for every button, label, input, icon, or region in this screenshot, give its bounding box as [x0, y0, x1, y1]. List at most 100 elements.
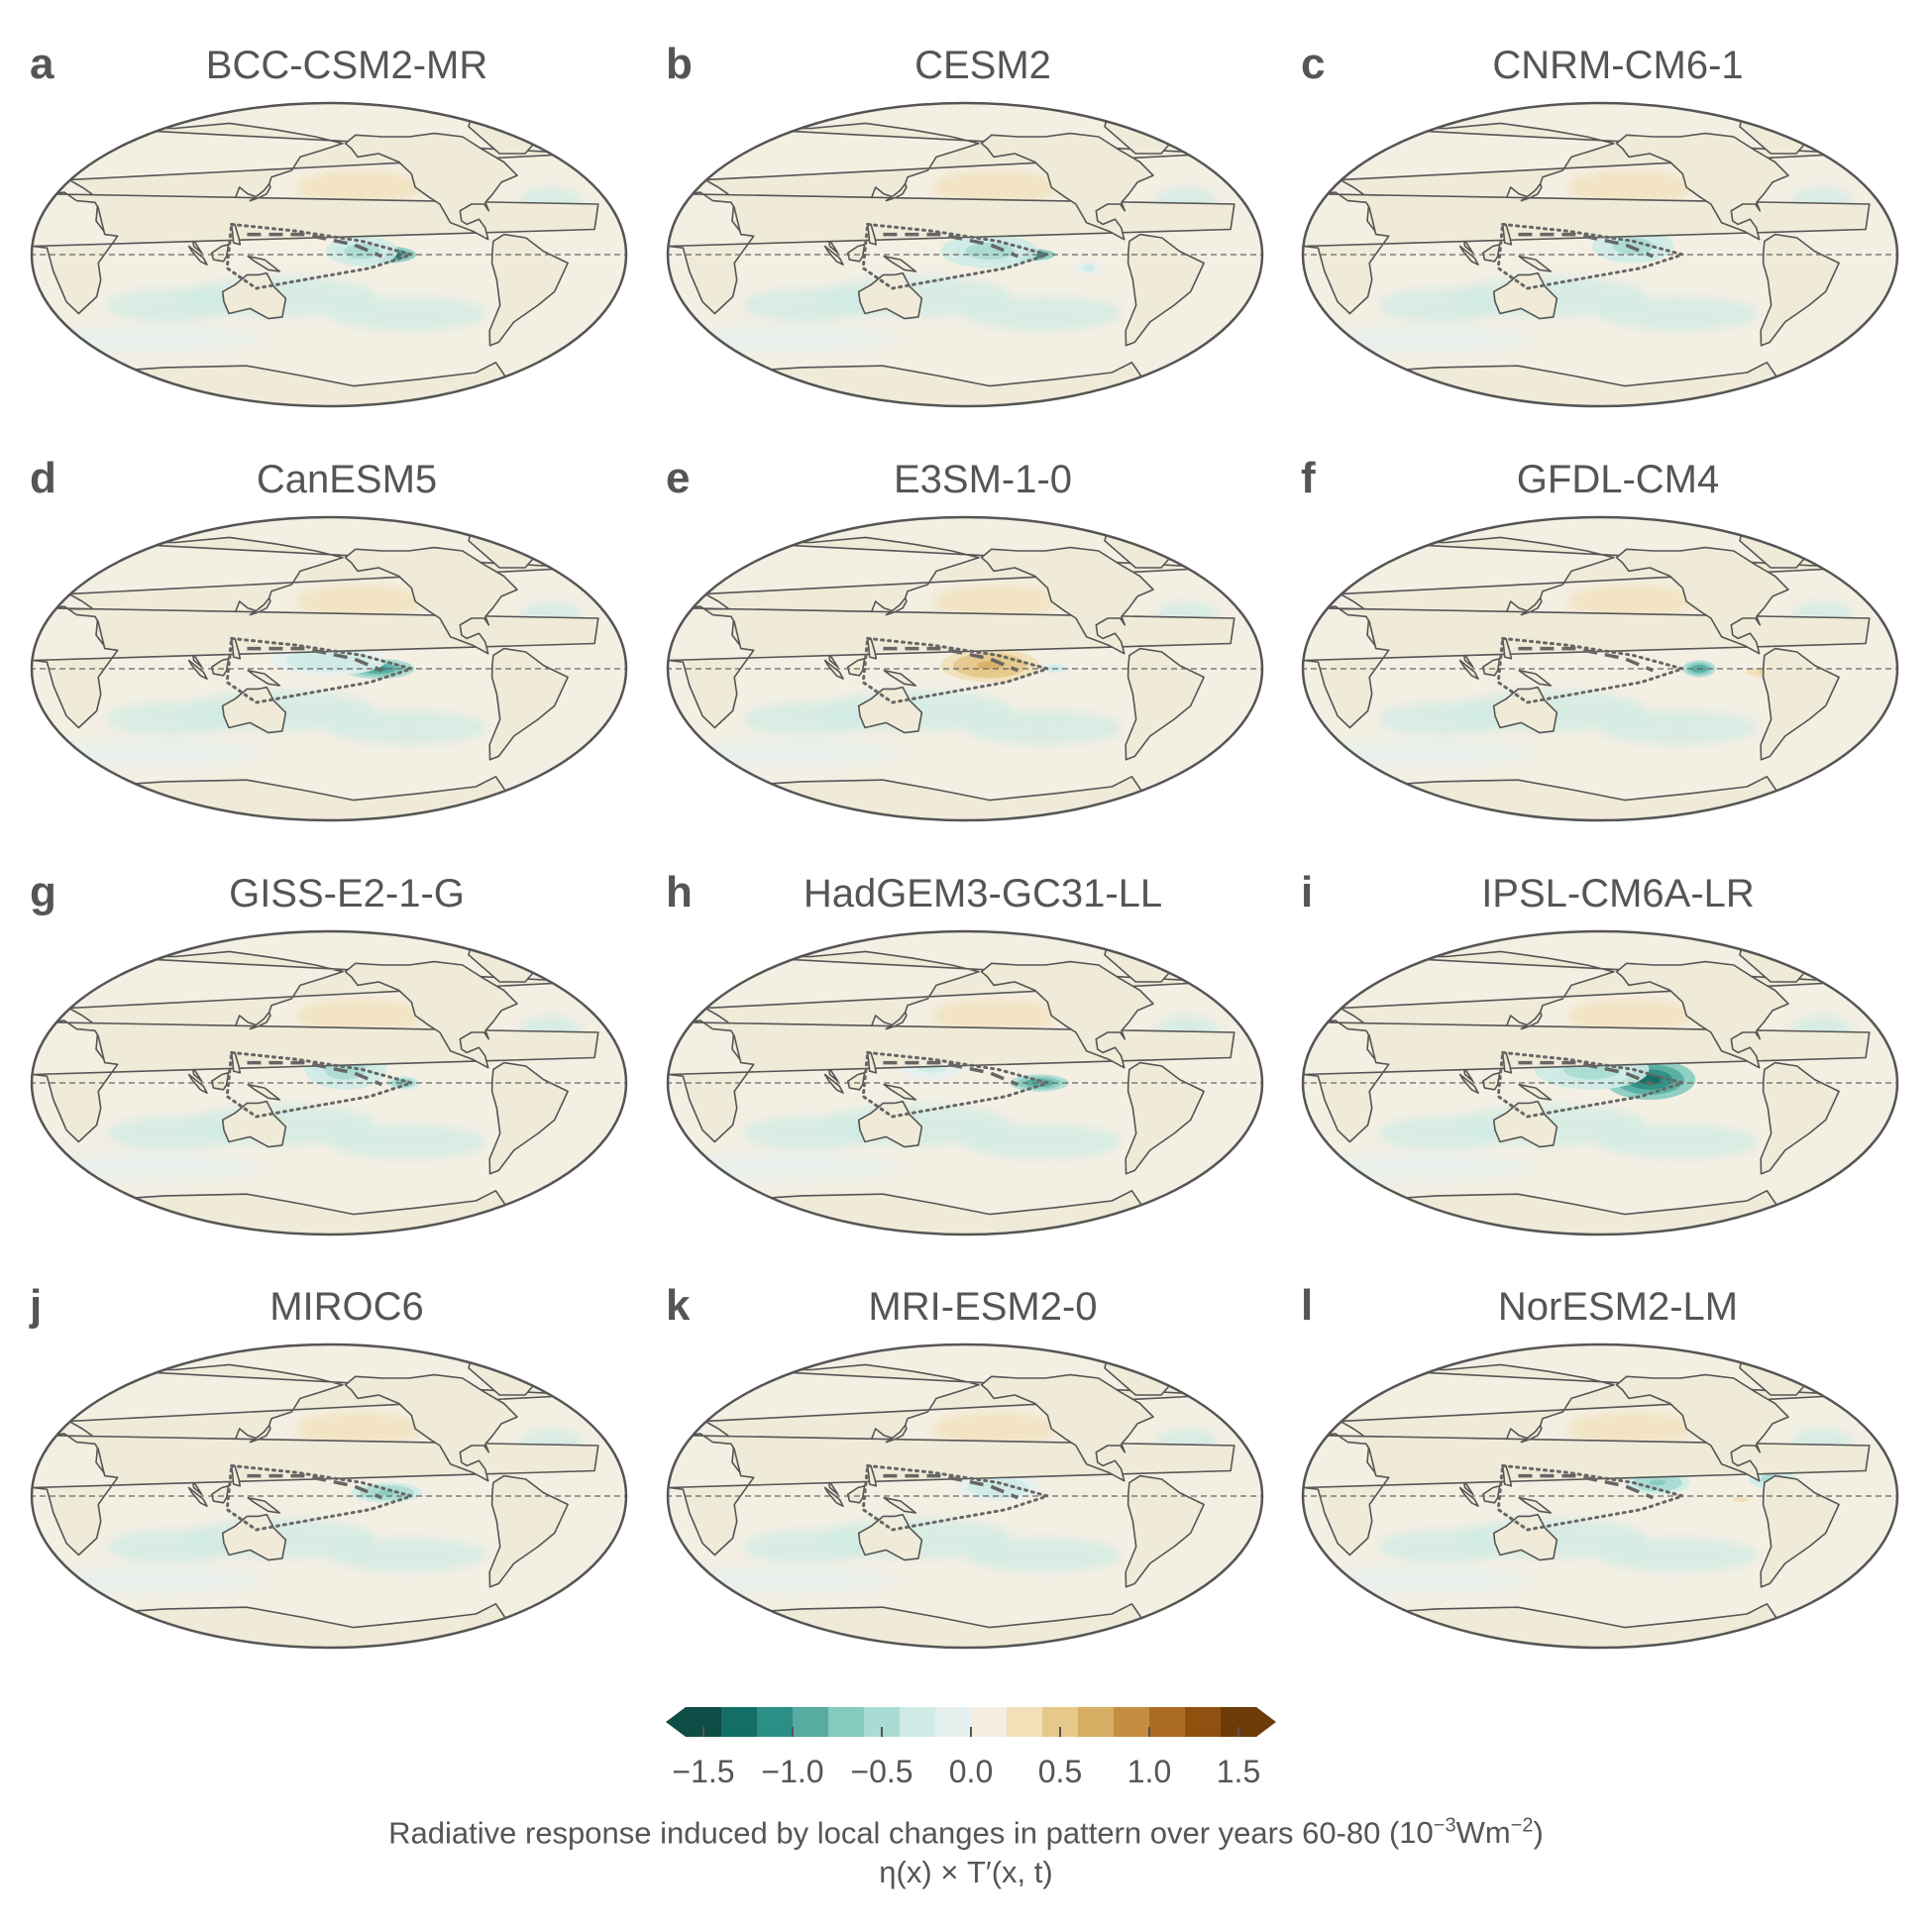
dashed-region-curve	[1518, 1473, 1655, 1500]
world-map	[666, 515, 1264, 822]
landmass	[187, 659, 208, 680]
panel-letter: i	[1301, 868, 1314, 916]
panel-letter: b	[666, 40, 693, 88]
background-anomaly	[296, 170, 424, 204]
map-frame	[30, 1342, 628, 1650]
dashed-region-curve	[247, 646, 383, 673]
panel-title: CESM2	[914, 44, 1051, 87]
landmass	[1481, 1072, 1501, 1091]
landmass	[1615, 1373, 1789, 1482]
dashed-region-curve	[247, 1060, 383, 1087]
background-anomaly	[107, 288, 235, 322]
map-panel-h: h HadGEM3-GC31-LL	[666, 868, 1300, 1274]
background-anomaly	[1310, 325, 1533, 353]
background-anomaly	[743, 1530, 871, 1563]
background-anomaly	[1598, 296, 1758, 331]
landmass	[344, 1373, 518, 1482]
landmass	[823, 1073, 844, 1094]
panel-letter: f	[1301, 454, 1316, 502]
background-anomaly	[1378, 702, 1506, 736]
landmass	[344, 132, 518, 241]
dashed-region-curve	[883, 1473, 1020, 1500]
dashed-region-curve	[883, 646, 1020, 673]
landmass	[488, 1474, 569, 1588]
background-anomaly	[932, 170, 1060, 204]
landmass	[1481, 244, 1501, 263]
background-anomaly	[39, 739, 262, 767]
landmass	[883, 255, 917, 272]
landmass	[488, 1061, 569, 1175]
background-anomaly	[743, 288, 871, 322]
map-panel-g: g GISS-E2-1-G	[30, 868, 664, 1274]
map-frame	[30, 515, 628, 822]
background-anomaly	[107, 1117, 235, 1150]
map-panel-i: i IPSL-CM6A-LR	[1301, 868, 1932, 1274]
landmass	[980, 132, 1154, 241]
background-anomaly	[1598, 1125, 1758, 1159]
landmass	[247, 669, 281, 687]
colorbar	[666, 1707, 1276, 1737]
landmass	[1518, 669, 1553, 687]
panel-letter: h	[666, 868, 693, 916]
world-map	[30, 515, 628, 822]
background-anomaly	[39, 1566, 262, 1594]
background-anomaly	[675, 325, 898, 353]
landmass	[488, 233, 569, 347]
landmass	[885, 182, 908, 202]
landmass	[247, 255, 281, 272]
world-map	[30, 101, 628, 408]
background-anomaly	[1567, 585, 1695, 618]
background-anomaly	[1598, 710, 1758, 745]
landmass	[210, 1072, 230, 1091]
panel-letter: l	[1301, 1281, 1314, 1330]
background-anomaly	[107, 702, 235, 736]
background-anomaly	[932, 999, 1060, 1032]
background-anomaly	[743, 1117, 871, 1150]
background-anomaly	[327, 710, 486, 745]
anomaly-contour	[1649, 1479, 1666, 1486]
background-anomaly	[1598, 1538, 1758, 1572]
landmass	[249, 1424, 271, 1444]
background-anomaly	[327, 1538, 486, 1572]
landmass	[187, 1073, 208, 1094]
landmass	[883, 669, 917, 687]
landmass	[1125, 233, 1205, 347]
map-panel-a: a BCC-CSM2-MR	[30, 40, 664, 446]
background-anomaly	[1567, 170, 1695, 204]
panel-title: MIROC6	[269, 1285, 424, 1329]
colorbar-extend-min	[666, 1707, 686, 1737]
colorbar-tick-label: −0.5	[850, 1754, 913, 1789]
dashed-region-curve	[1518, 646, 1655, 673]
landmass	[1481, 658, 1501, 677]
world-map	[30, 929, 628, 1236]
background-anomaly	[296, 585, 424, 618]
landmass	[247, 1083, 281, 1101]
world-map	[1301, 515, 1899, 822]
landmass	[1458, 659, 1479, 680]
landmass	[488, 647, 569, 761]
map-panel-c: c CNRM-CM6-1	[1301, 40, 1932, 446]
landmass	[883, 1083, 917, 1101]
landmass	[187, 1486, 208, 1507]
panel-title: NorESM2-LM	[1497, 1285, 1739, 1329]
background-anomaly	[1567, 1412, 1695, 1446]
colorbar-extend-max	[1256, 1707, 1276, 1737]
colorbar-segment	[900, 1707, 936, 1737]
colorbar-segment	[935, 1707, 972, 1737]
panel-title: BCC-CSM2-MR	[205, 44, 488, 87]
landmass	[980, 1373, 1154, 1482]
landmass	[1615, 132, 1789, 241]
anomaly-contour	[977, 247, 1003, 256]
colorbar-segment	[971, 1707, 1008, 1737]
landmass	[1458, 1073, 1479, 1094]
landmass	[1615, 546, 1789, 655]
panel-title: GFDL-CM4	[1516, 458, 1720, 501]
panel-letter: a	[30, 40, 54, 88]
background-anomaly	[743, 702, 871, 736]
map-frame	[1301, 929, 1899, 1236]
landmass	[823, 245, 844, 266]
background-anomaly	[1567, 999, 1695, 1032]
map-frame	[1301, 1342, 1899, 1650]
colorbar-segment	[793, 1707, 829, 1737]
colorbar-tick-label: −1.0	[761, 1754, 824, 1789]
